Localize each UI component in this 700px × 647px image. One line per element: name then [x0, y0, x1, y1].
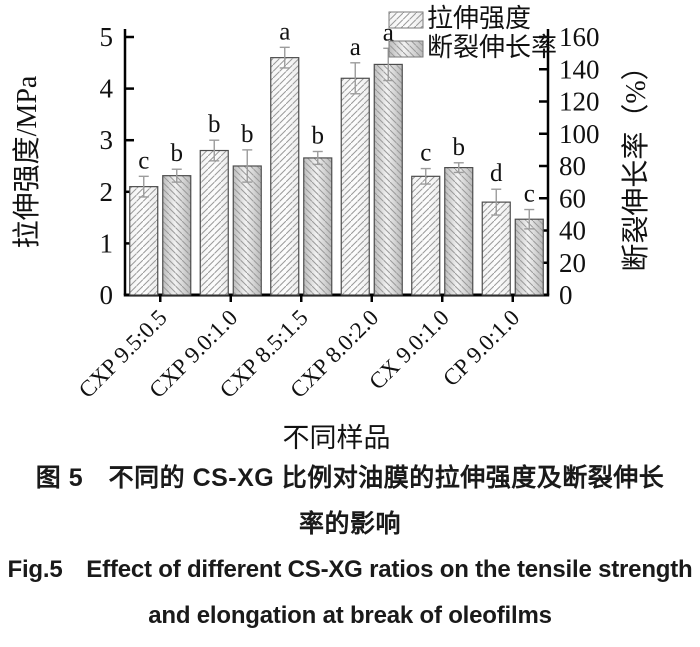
y-right-tick-label: 20 — [559, 248, 586, 278]
significance-letter: a — [383, 19, 394, 46]
y-left-tick-label: 3 — [100, 125, 114, 155]
significance-letter: b — [241, 121, 254, 148]
y-right-tick-label: 160 — [559, 22, 600, 52]
bar — [129, 186, 159, 296]
bar — [303, 157, 333, 296]
y-left-axis-title: 拉伸强度/MPa — [11, 75, 43, 248]
significance-letter: c — [420, 140, 431, 167]
caption-zh-line1: 图 5 不同的 CS-XG 比例对油膜的拉伸强度及断裂伸长 — [35, 464, 665, 492]
significance-letter: a — [350, 34, 361, 61]
y-right-tick-label: 80 — [559, 151, 586, 181]
significance-letter: b — [208, 111, 221, 138]
y-left-tick-label: 1 — [100, 228, 114, 258]
bar — [514, 218, 544, 296]
y-left-tick-label: 2 — [100, 177, 114, 207]
significance-letter: a — [279, 18, 290, 45]
significance-letter: b — [171, 140, 184, 167]
significance-letter: b — [453, 134, 466, 161]
significance-letter: c — [138, 147, 149, 174]
y-right-tick-label: 40 — [559, 216, 586, 246]
legend-swatch — [388, 11, 424, 29]
legend-label: 拉伸强度 — [427, 4, 531, 33]
caption-zh-line2: 率的影响 — [298, 510, 401, 538]
y-left-tick-label: 0 — [100, 280, 114, 310]
y-right-tick-label: 0 — [559, 280, 573, 310]
caption-en-line1: Fig.5 Effect of different CS-XG ratios o… — [7, 556, 693, 583]
legend-label: 断裂伸长率 — [427, 33, 557, 62]
bar — [162, 175, 192, 296]
y-right-tick-label: 140 — [559, 54, 600, 84]
bar — [444, 167, 474, 296]
bar — [481, 201, 511, 296]
bar — [199, 149, 229, 296]
bar — [232, 165, 262, 296]
y-left-tick-label: 4 — [100, 74, 114, 104]
bar — [270, 57, 300, 296]
bar — [373, 63, 403, 296]
x-tick-label: CP 9.0:1.0 — [438, 305, 524, 391]
y-right-tick-label: 120 — [559, 87, 600, 117]
significance-letter: c — [524, 181, 535, 208]
significance-letter: b — [312, 122, 325, 149]
x-axis-title: 不同样品 — [283, 423, 391, 453]
y-right-axis-title: 断裂伸长率（%） — [620, 52, 652, 271]
y-right-tick-label: 60 — [559, 183, 586, 213]
legend-swatch — [388, 40, 424, 58]
significance-letter: d — [490, 160, 503, 187]
y-right-tick-label: 100 — [559, 119, 600, 149]
figure-caption: 图 5 不同的 CS-XG 比例对油膜的拉伸强度及断裂伸长 率的影响 Fig.5… — [0, 455, 700, 639]
bar — [340, 77, 370, 296]
y-left-tick-label: 5 — [100, 22, 114, 52]
caption-en-line2: and elongation at break of oleofilms — [148, 602, 552, 629]
bar — [411, 175, 441, 296]
chart-area: 0 1 2 3 4 5 0 20 40 60 80 100 120 140 160 c b a a c d b b b a b c C… — [11, 4, 652, 453]
